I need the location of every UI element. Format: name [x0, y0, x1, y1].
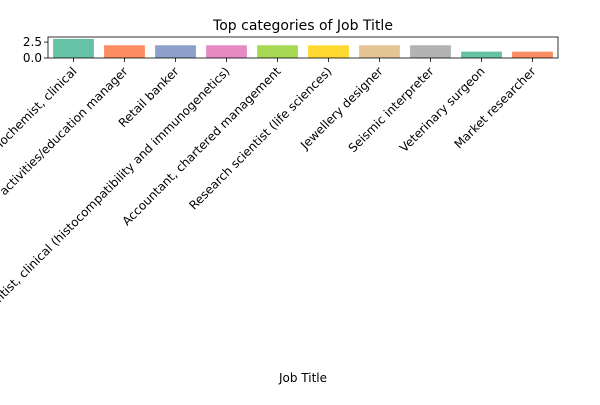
x-tick-label: Veterinary surgeon [397, 64, 488, 155]
x-tick-label: Seismic interpreter [346, 64, 437, 155]
bar [104, 45, 145, 58]
x-tick-label: Outdoor activities/education manager [0, 64, 131, 235]
plot-frame [47, 36, 559, 59]
bar [53, 38, 94, 58]
chart-title: Top categories of Job Title [212, 18, 393, 34]
y-tick-label: 2.5 [23, 35, 42, 49]
bar [359, 45, 400, 58]
y-axis: 0.02.5 [23, 35, 48, 65]
x-tick-label: Biochemist, clinical [0, 64, 80, 156]
y-tick-label: 0.0 [23, 51, 42, 65]
bar [308, 45, 349, 58]
x-axis-label: Job Title [278, 371, 327, 385]
bar [512, 51, 553, 58]
bars-group [53, 38, 553, 58]
bar [410, 45, 451, 58]
bar [155, 45, 196, 58]
bar [206, 45, 247, 58]
bar [461, 51, 502, 58]
bar [257, 45, 298, 58]
